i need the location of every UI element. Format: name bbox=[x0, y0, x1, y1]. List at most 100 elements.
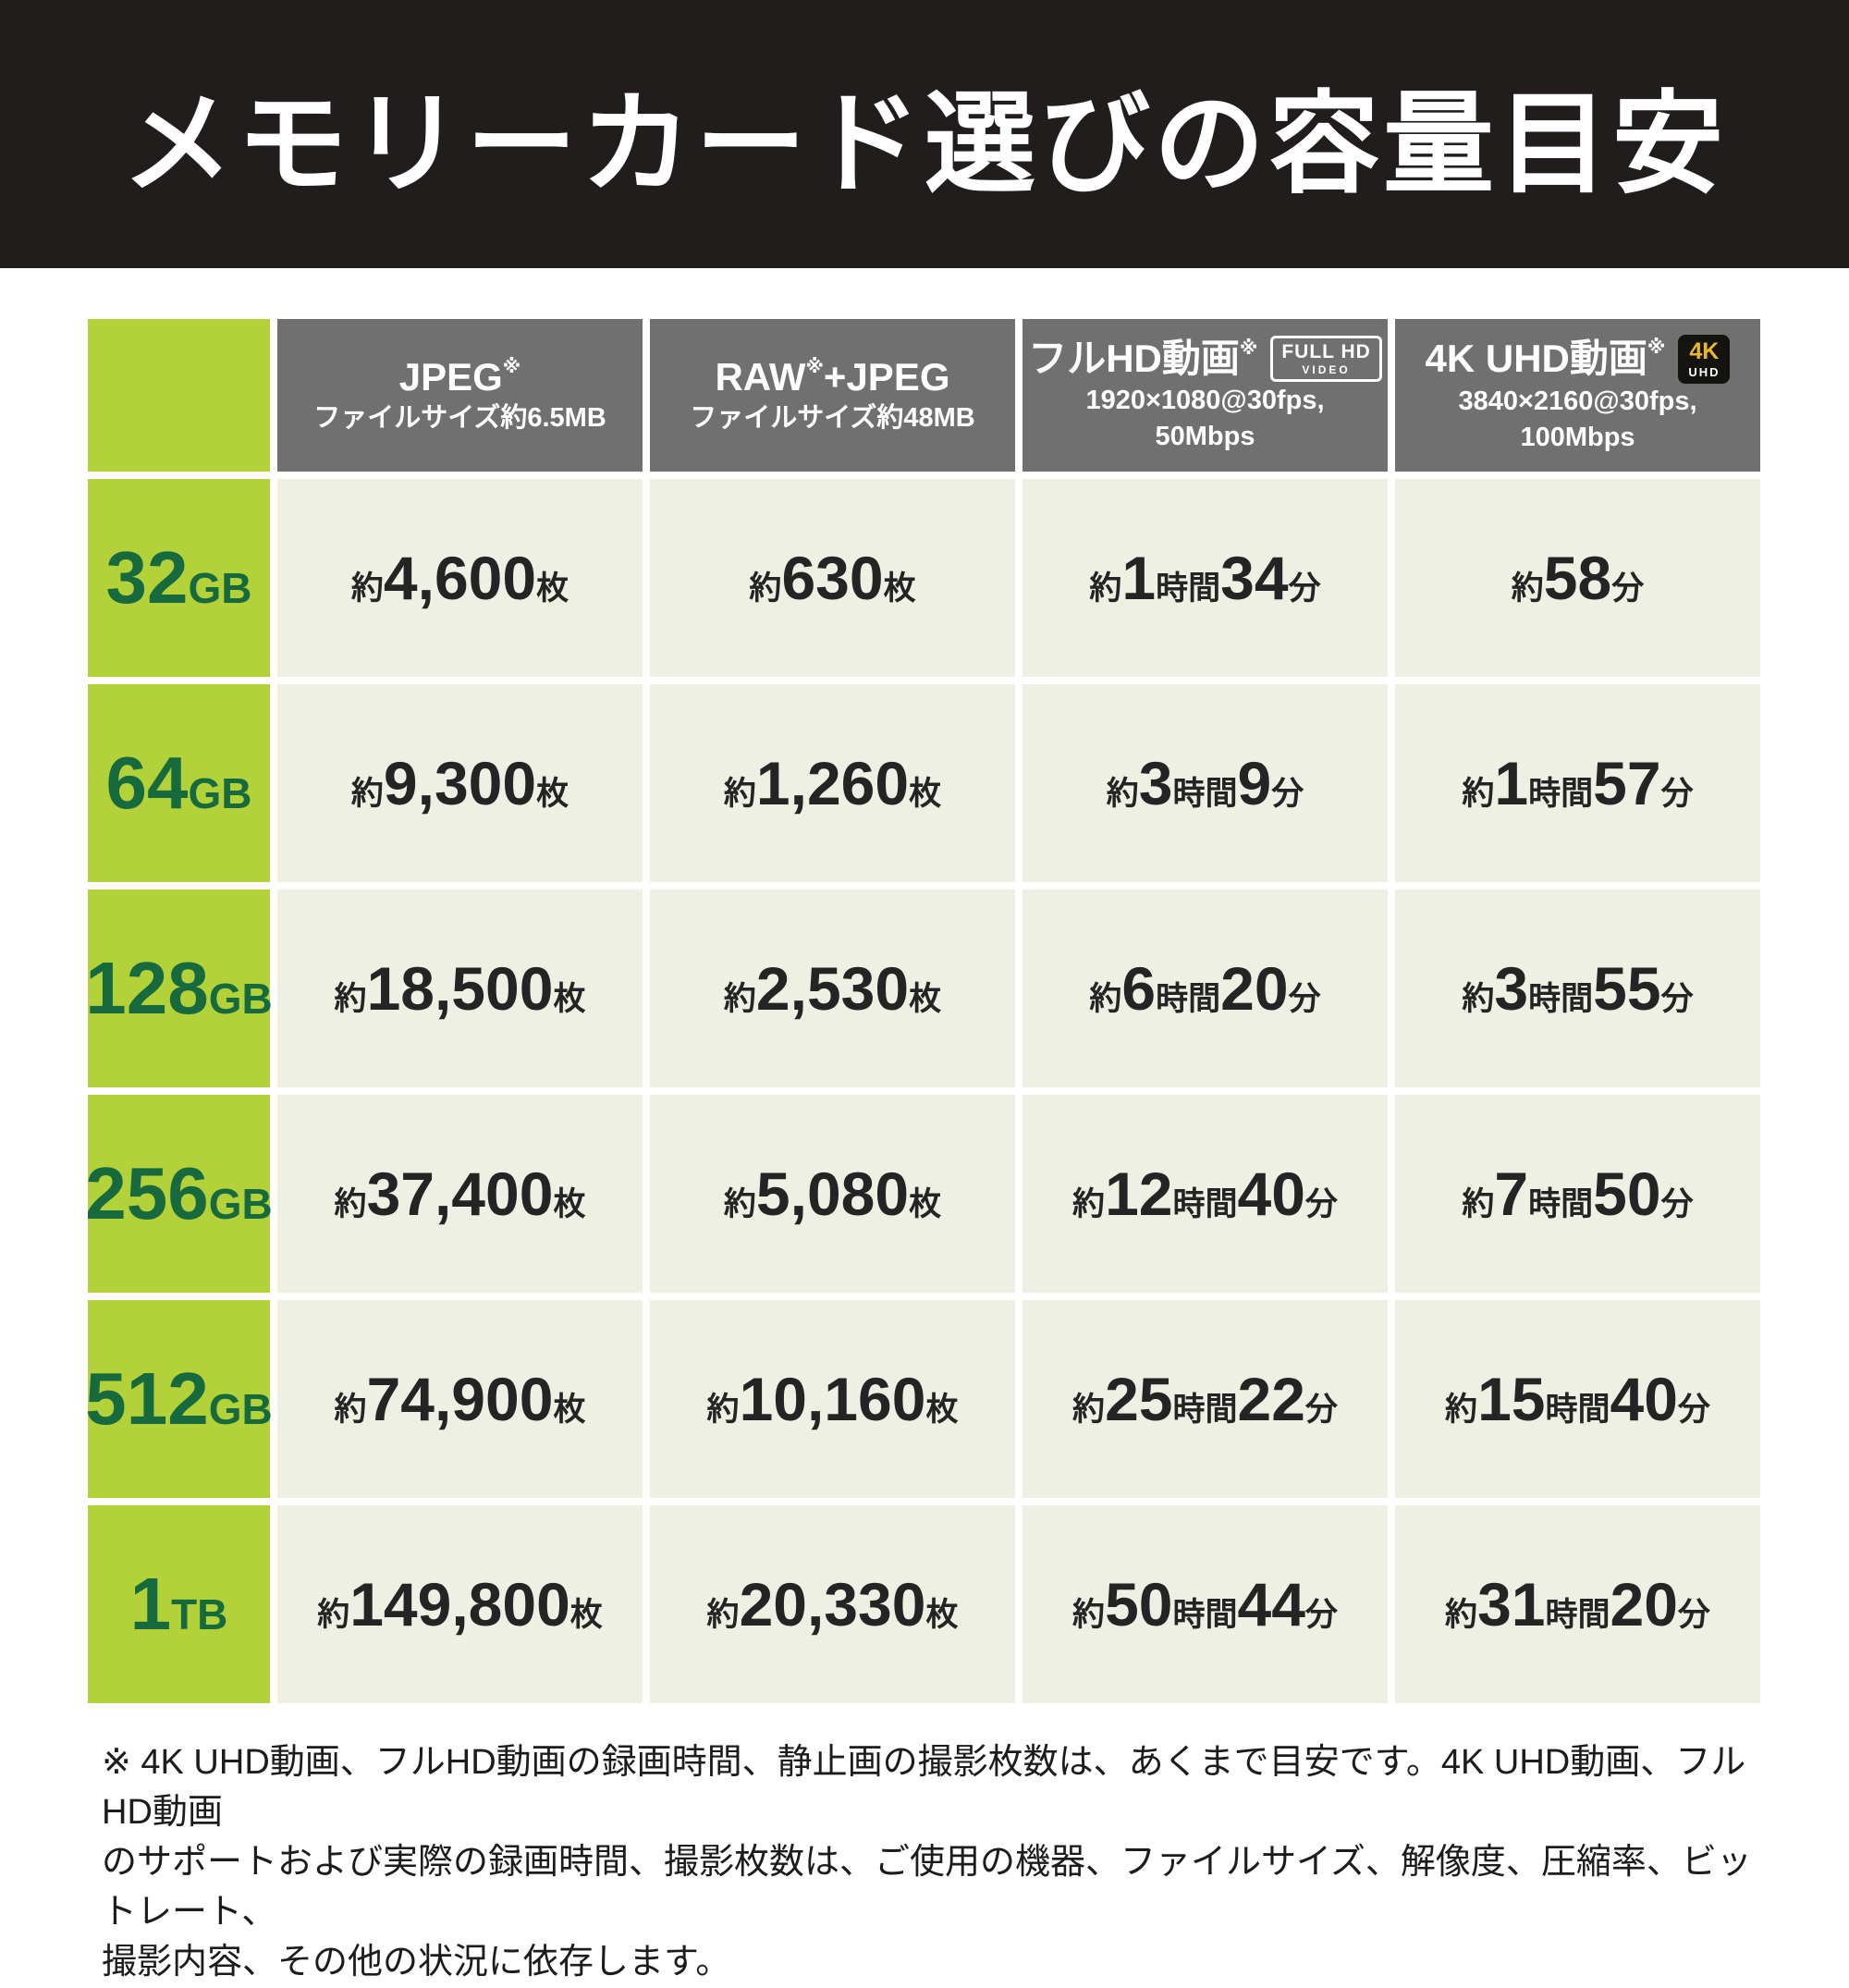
table-cell-1tb-fullhd: 約 50 時間 44 分 bbox=[1022, 1505, 1388, 1703]
header-subtitle: 3840×2160@30fps, bbox=[1458, 386, 1697, 416]
cell-value: 約 5,080 枚 bbox=[724, 1163, 941, 1224]
footnote-line-2: のサポートおよび実際の録画時間、撮影枚数は、ご使用の機器、ファイルサイズ、解像度… bbox=[102, 1842, 1752, 1932]
cell-unit: 時間 bbox=[1156, 571, 1221, 607]
footnote-line-3: 撮影内容、その他の状況に依存します。 bbox=[102, 1942, 731, 1982]
table-cell-1tb-jpeg: 約 149,800 枚 bbox=[277, 1505, 643, 1703]
header-subtitle: ファイルサイズ約6.5MB bbox=[313, 403, 606, 434]
capacity-label: 1 TB bbox=[130, 1567, 228, 1641]
capacity-cell-256gb: 256 GB bbox=[85, 1095, 273, 1293]
cell-value: 約 7 時間 50 分 bbox=[1462, 1163, 1693, 1224]
table-cell-64gb-4k: 約 1 時間 57 分 bbox=[1395, 684, 1760, 882]
cell-number: 5,080 bbox=[755, 1160, 910, 1228]
capacity-unit: GB bbox=[208, 1385, 273, 1433]
cell-prefix: 約 bbox=[1462, 1186, 1495, 1222]
cell-prefix: 約 bbox=[1089, 571, 1122, 607]
cell-value: 約 15 時間 40 分 bbox=[1445, 1368, 1710, 1430]
cell-unit: 枚 bbox=[553, 981, 586, 1017]
cell-prefix: 約 bbox=[723, 776, 756, 812]
table-cell-128gb-fullhd: 約 6 時間 20 分 bbox=[1022, 890, 1388, 1087]
cell-number: 20,330 bbox=[739, 1570, 926, 1638]
cell-number: 31 bbox=[1477, 1570, 1546, 1638]
cell-number-2: 34 bbox=[1220, 544, 1289, 612]
cell-unit: 枚 bbox=[569, 1597, 603, 1633]
cell-unit-2: 分 bbox=[1271, 776, 1304, 812]
table-cell-256gb-jpeg: 約 37,400 枚 bbox=[277, 1095, 643, 1293]
table-cell-32gb-jpeg: 約 4,600 枚 bbox=[277, 479, 643, 677]
cell-prefix: 約 bbox=[1445, 1392, 1478, 1428]
cell-value: 約 1,260 枚 bbox=[724, 753, 941, 814]
cell-unit: 枚 bbox=[536, 776, 569, 812]
cell-value: 約 37,400 枚 bbox=[335, 1163, 586, 1224]
cell-number: 1 bbox=[1121, 544, 1157, 612]
cell-number: 3 bbox=[1494, 954, 1529, 1023]
cell-unit: 時間 bbox=[1545, 1597, 1610, 1633]
header-title: RAW ※ +JPEG bbox=[715, 354, 949, 400]
cell-unit: 時間 bbox=[1156, 981, 1221, 1017]
cell-unit-2: 分 bbox=[1304, 1186, 1338, 1222]
table-cell-1tb-raw: 約 20,330 枚 bbox=[650, 1505, 1015, 1703]
cell-value: 約 1 時間 34 分 bbox=[1089, 547, 1320, 608]
cell-number: 3 bbox=[1138, 749, 1173, 817]
cell-unit: 枚 bbox=[553, 1186, 586, 1222]
badge-line1: FULL HD bbox=[1281, 341, 1371, 363]
cell-value: 約 25 時間 22 分 bbox=[1072, 1368, 1338, 1430]
cell-unit: 枚 bbox=[909, 776, 942, 812]
capacity-table: JPEG ※ ファイルサイズ約6.5MB RAW ※ +JPEG ファイルサイズ約48… bbox=[85, 319, 1760, 1703]
capacity-cell-1tb: 1 TB bbox=[88, 1505, 270, 1703]
cell-unit-2: 分 bbox=[1677, 1392, 1710, 1428]
capacity-unit: TB bbox=[171, 1590, 228, 1638]
table-cell-32gb-4k: 約 58 分 bbox=[1395, 479, 1760, 677]
cell-value: 約 3 時間 55 分 bbox=[1462, 958, 1693, 1019]
cell-number: 2,530 bbox=[755, 954, 910, 1023]
cell-value: 約 31 時間 20 分 bbox=[1445, 1574, 1710, 1635]
cell-unit: 枚 bbox=[909, 1186, 942, 1222]
cell-unit: 時間 bbox=[1528, 1186, 1594, 1222]
capacity-label: 512 GB bbox=[85, 1362, 272, 1436]
capacity-value: 32 bbox=[105, 536, 189, 619]
cell-value: 約 58 分 bbox=[1512, 547, 1644, 608]
cell-unit: 枚 bbox=[883, 571, 916, 607]
table-cell-256gb-raw: 約 5,080 枚 bbox=[650, 1095, 1015, 1293]
table-cell-128gb-4k: 約 3 時間 55 分 bbox=[1395, 890, 1760, 1087]
cell-prefix: 約 bbox=[334, 981, 367, 1017]
cell-prefix: 約 bbox=[1462, 776, 1495, 812]
header-raw-jpeg: RAW ※ +JPEG ファイルサイズ約48MB bbox=[650, 319, 1015, 472]
cell-number: 58 bbox=[1543, 544, 1612, 612]
capacity-unit: GB bbox=[208, 975, 273, 1023]
table-cell-64gb-raw: 約 1,260 枚 bbox=[650, 684, 1015, 882]
cell-prefix: 約 bbox=[334, 1392, 367, 1428]
cell-unit: 時間 bbox=[1172, 1186, 1238, 1222]
cell-number-2: 44 bbox=[1237, 1570, 1305, 1638]
cell-prefix: 約 bbox=[350, 776, 384, 812]
table-cell-64gb-fullhd: 約 3 時間 9 分 bbox=[1022, 684, 1388, 882]
cell-unit-2: 分 bbox=[1288, 571, 1321, 607]
cell-prefix: 約 bbox=[706, 1392, 740, 1428]
header-fullhd: フルHD動画 ※ FULL HD VIDEO 1920×1080@30fps, 5… bbox=[1022, 319, 1388, 472]
header-title: JPEG ※ bbox=[399, 354, 521, 400]
cell-unit: 時間 bbox=[1528, 776, 1594, 812]
cell-prefix: 約 bbox=[706, 1597, 740, 1633]
cell-value: 約 9,300 枚 bbox=[351, 753, 569, 814]
cell-value: 約 6 時間 20 分 bbox=[1089, 958, 1320, 1019]
cell-number: 149,800 bbox=[349, 1570, 570, 1638]
cell-number: 37,400 bbox=[366, 1160, 554, 1228]
cell-number-2: 20 bbox=[1610, 1570, 1678, 1638]
capacity-label: 128 GB bbox=[85, 951, 272, 1025]
capacity-value: 1 bbox=[129, 1563, 172, 1645]
cell-unit: 時間 bbox=[1545, 1392, 1610, 1428]
cell-value: 約 74,900 枚 bbox=[335, 1368, 586, 1430]
cell-value: 約 630 枚 bbox=[749, 547, 915, 608]
footnote-mark: ※ bbox=[502, 356, 521, 377]
header-subtitle: ファイルサイズ約48MB bbox=[690, 403, 975, 434]
capacity-label: 32 GB bbox=[106, 541, 252, 615]
header-subtitle-2: 50Mbps bbox=[1155, 421, 1255, 451]
title-band: メモリーカード選びの容量目安 bbox=[0, 0, 1849, 268]
cell-value: 約 18,500 枚 bbox=[335, 958, 586, 1019]
cell-prefix: 約 bbox=[1072, 1597, 1106, 1633]
table-cell-512gb-jpeg: 約 74,900 枚 bbox=[277, 1300, 643, 1498]
cell-value: 約 2,530 枚 bbox=[724, 958, 941, 1019]
cell-number: 4,600 bbox=[383, 544, 537, 612]
cell-unit-2: 分 bbox=[1677, 1597, 1710, 1633]
cell-unit-2: 分 bbox=[1288, 981, 1321, 1017]
capacity-unit: GB bbox=[208, 1180, 273, 1228]
